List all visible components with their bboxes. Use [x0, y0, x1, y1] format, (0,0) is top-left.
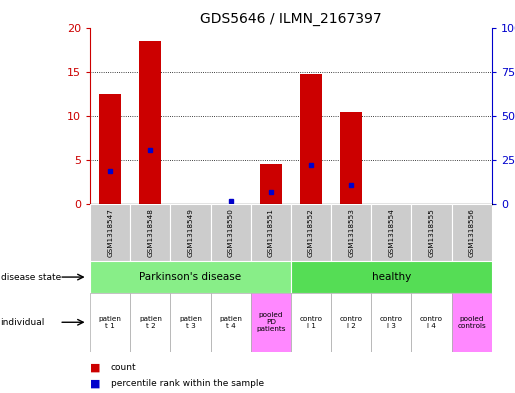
Bar: [331, 204, 371, 261]
Text: percentile rank within the sample: percentile rank within the sample: [111, 379, 264, 387]
Bar: [90, 293, 130, 352]
Text: ■: ■: [90, 362, 100, 373]
Bar: [371, 293, 411, 352]
Text: ■: ■: [90, 378, 100, 388]
Text: patien
t 1: patien t 1: [99, 316, 122, 329]
Text: contro
l 4: contro l 4: [420, 316, 443, 329]
Bar: [170, 293, 211, 352]
Bar: [211, 204, 251, 261]
Text: patien
t 3: patien t 3: [179, 316, 202, 329]
Text: GSM1318547: GSM1318547: [107, 208, 113, 257]
Text: GSM1318553: GSM1318553: [348, 208, 354, 257]
Bar: [452, 293, 492, 352]
Bar: [130, 293, 170, 352]
Bar: [452, 204, 492, 261]
Bar: [291, 293, 331, 352]
Bar: [291, 204, 331, 261]
Text: GSM1318552: GSM1318552: [308, 208, 314, 257]
Text: patien
t 2: patien t 2: [139, 316, 162, 329]
Bar: [300, 74, 322, 204]
Bar: [260, 163, 282, 204]
Text: patien
t 4: patien t 4: [219, 316, 242, 329]
Text: GSM1318555: GSM1318555: [428, 208, 435, 257]
Bar: [331, 293, 371, 352]
Bar: [140, 41, 161, 204]
Title: GDS5646 / ILMN_2167397: GDS5646 / ILMN_2167397: [200, 13, 382, 26]
Bar: [411, 293, 452, 352]
Bar: [211, 293, 251, 352]
Text: GSM1318554: GSM1318554: [388, 208, 394, 257]
Text: contro
l 2: contro l 2: [340, 316, 363, 329]
Text: GSM1318556: GSM1318556: [469, 208, 475, 257]
Bar: [340, 112, 362, 204]
Text: Parkinson's disease: Parkinson's disease: [140, 272, 242, 282]
Text: healthy: healthy: [372, 272, 411, 282]
Bar: [411, 204, 452, 261]
Text: pooled
PD
patients: pooled PD patients: [256, 312, 286, 332]
Bar: [90, 261, 291, 293]
Text: GSM1318550: GSM1318550: [228, 208, 234, 257]
Bar: [371, 204, 411, 261]
Text: count: count: [111, 363, 136, 372]
Bar: [251, 293, 291, 352]
Text: pooled
controls: pooled controls: [457, 316, 486, 329]
Bar: [130, 204, 170, 261]
Text: GSM1318548: GSM1318548: [147, 208, 153, 257]
Text: contro
l 3: contro l 3: [380, 316, 403, 329]
Bar: [291, 261, 492, 293]
Text: disease state: disease state: [1, 273, 61, 281]
Text: contro
l 1: contro l 1: [300, 316, 322, 329]
Text: GSM1318549: GSM1318549: [187, 208, 194, 257]
Bar: [99, 94, 121, 204]
Text: GSM1318551: GSM1318551: [268, 208, 274, 257]
Text: individual: individual: [1, 318, 45, 327]
Bar: [90, 204, 130, 261]
Bar: [251, 204, 291, 261]
Bar: [170, 204, 211, 261]
